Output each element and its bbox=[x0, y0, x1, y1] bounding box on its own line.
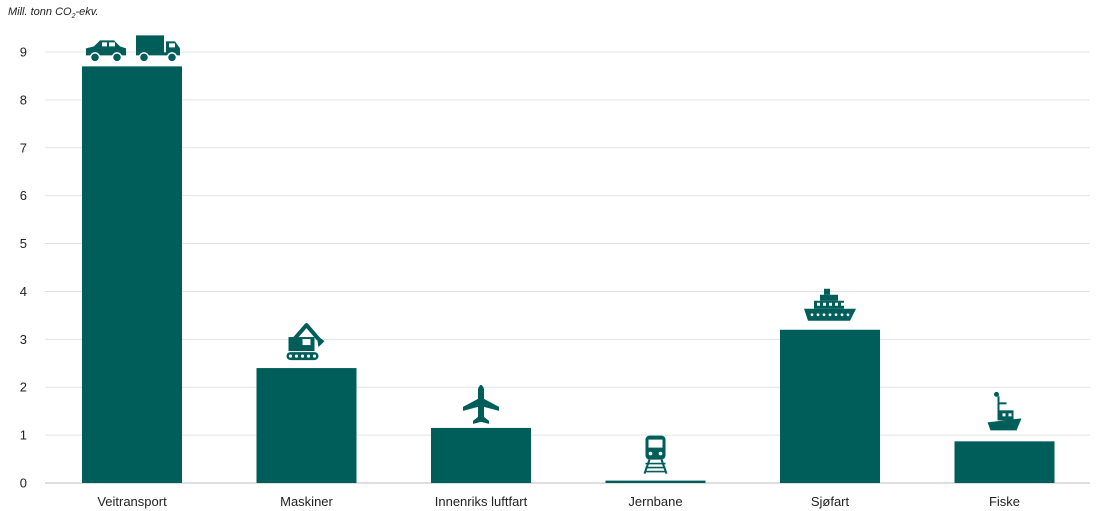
y-tick-label: 6 bbox=[20, 188, 27, 203]
airplane-icon bbox=[463, 384, 499, 424]
x-category-label: Jernbane bbox=[628, 494, 682, 509]
x-category-label: Sjøfart bbox=[811, 494, 850, 509]
x-category-label: Maskiner bbox=[280, 494, 333, 509]
fishing-boat-icon bbox=[987, 391, 1022, 431]
train-icon bbox=[643, 435, 668, 474]
y-tick-label: 5 bbox=[20, 236, 27, 251]
y-axis-unit-label: Mill. tonn CO2-ekv. bbox=[8, 6, 99, 21]
x-category-label: Innenriks luftfart bbox=[435, 494, 528, 509]
y-tick-label: 2 bbox=[20, 380, 27, 395]
bar-sj-fart bbox=[780, 329, 880, 483]
ship-icon bbox=[804, 288, 856, 321]
bar-fiske bbox=[954, 441, 1055, 483]
y-tick-label: 7 bbox=[20, 140, 27, 155]
truck-icon bbox=[136, 35, 180, 63]
x-category-label: Veitransport bbox=[97, 494, 167, 509]
y-tick-label: 8 bbox=[20, 92, 27, 107]
y-tick-label: 3 bbox=[20, 332, 27, 347]
bar-innenriks-luftfart bbox=[431, 427, 531, 483]
bar-maskiner bbox=[256, 368, 357, 483]
y-tick-label: 4 bbox=[20, 284, 27, 299]
y-tick-label: 1 bbox=[20, 428, 27, 443]
y-tick-label: 9 bbox=[20, 45, 27, 60]
bar-veitransport bbox=[82, 66, 182, 483]
car-icon bbox=[86, 40, 126, 63]
y-tick-label: 0 bbox=[20, 476, 27, 491]
x-category-label: Fiske bbox=[989, 494, 1020, 509]
bar-jernbane bbox=[605, 480, 706, 483]
excavator-icon bbox=[286, 323, 325, 361]
